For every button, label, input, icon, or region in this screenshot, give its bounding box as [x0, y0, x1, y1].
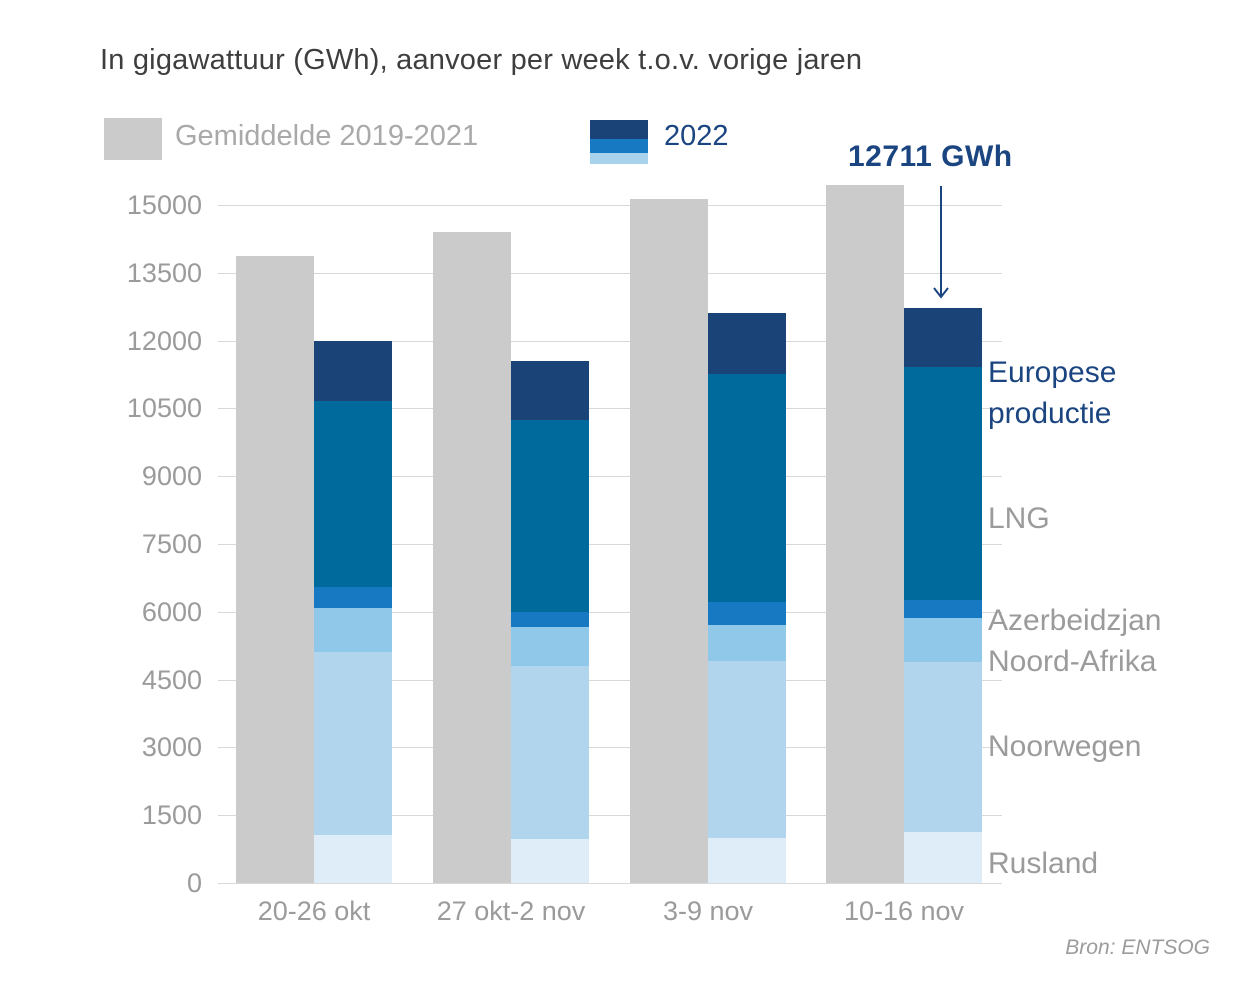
x-axis-tick-label: 3-9 nov: [662, 896, 754, 926]
legend-label-2022: 2022: [664, 120, 729, 152]
bar-2022-lng-20-26 okt: [314, 401, 392, 587]
bar-average-10-16 nov: [826, 185, 904, 883]
bar-average-20-26 okt: [236, 256, 314, 883]
bar-2022-noord-afrika-20-26 okt: [314, 608, 392, 653]
legend: Gemiddelde 2019-2021 2022: [104, 110, 904, 172]
source-credit: Bron: ENTSOG: [1065, 936, 1210, 959]
legend-swatch-2022: [590, 120, 648, 164]
gridline: [218, 340, 1002, 342]
bar-2022-noord-afrika-3-9 nov: [708, 624, 786, 662]
chart-title: In gigawattuur (GWh), aanvoer per week t…: [100, 44, 863, 76]
bar-2022-europese-productie-20-26 okt: [314, 341, 392, 402]
gridline: [218, 476, 1002, 478]
bar-2022-rusland-10-16 nov: [904, 831, 982, 883]
bar-2022-lng-27 okt-2 nov: [511, 420, 589, 613]
y-axis-tick-label: 15000: [126, 190, 202, 220]
annotation-arrow-icon: [933, 186, 949, 299]
y-axis-tick-label: 7500: [141, 529, 202, 559]
legend-swatch-average: [104, 118, 162, 160]
bar-2022-noord-afrika-10-16 nov: [904, 618, 982, 662]
bar-average-3-9 nov: [630, 199, 708, 883]
x-axis-tick-label: 20-26 okt: [257, 896, 371, 926]
legend-swatch-2022-stripe-dark: [590, 120, 648, 139]
peak-value-annotation: 12711 GWh: [848, 140, 1013, 173]
segment-label-noorwegen: Noorwegen: [988, 730, 1142, 763]
bar-2022-rusland-27 okt-2 nov: [511, 839, 589, 883]
legend-swatch-2022-stripe-medium: [590, 139, 648, 153]
gridline: [218, 272, 1002, 274]
segment-label-rusland: Rusland: [988, 847, 1099, 880]
bar-2022-azerbeidzjan-20-26 okt: [314, 586, 392, 609]
bar-2022-lng-3-9 nov: [708, 374, 786, 603]
x-axis-tick-label: 10-16 nov: [843, 896, 965, 926]
bar-2022-europese-productie-3-9 nov: [708, 313, 786, 375]
y-axis-tick-label: 10500: [126, 393, 202, 424]
plot-area: 0 1500 3000 4500 6000 7500 9000 10500 12000 13500…: [127, 180, 1002, 926]
y-axis-tick-label: 0: [186, 868, 202, 898]
segment-label-noord-afrika: Noord-Afrika: [988, 645, 1157, 678]
bar-2022-europese-productie-10-16 nov: [904, 308, 982, 368]
gridline: [218, 883, 1002, 884]
bar-2022-noorwegen-3-9 nov: [708, 661, 786, 838]
segment-label-europese-productie: Europese productie: [988, 356, 1117, 430]
bar-2022-azerbeidzjan-3-9 nov: [708, 602, 786, 625]
bar-2022-rusland-20-26 okt: [314, 835, 392, 883]
bar-2022-azerbeidzjan-10-16 nov: [904, 600, 982, 619]
bar-2022-noorwegen-20-26 okt: [314, 652, 392, 836]
legend-label-average: Gemiddelde 2019-2021: [175, 120, 479, 152]
bar-2022-europese-productie-27 okt-2 nov: [511, 360, 589, 421]
bar-2022-lng-10-16 nov: [904, 367, 982, 601]
bar-2022-noord-afrika-27 okt-2 nov: [511, 627, 589, 667]
gridline: [218, 747, 1002, 749]
y-axis-tick-label: 1500: [141, 800, 202, 831]
y-axis-tick-label: 3000: [141, 732, 202, 763]
y-axis-tick-label: 4500: [141, 664, 202, 695]
gridline: [218, 815, 1002, 817]
segment-label-azerbeidzjan: Azerbeidzjan: [988, 604, 1162, 637]
y-axis-tick-label: 6000: [141, 596, 202, 627]
segment-label-lng: LNG: [988, 502, 1050, 535]
bar-average-27 okt-2 nov: [433, 232, 511, 883]
gridline: [218, 679, 1002, 681]
gridline: [218, 408, 1002, 410]
y-axis-tick-label: 12000: [126, 325, 202, 356]
gridline: [218, 611, 1002, 613]
bar-2022-noorwegen-10-16 nov: [904, 661, 982, 832]
bar-2022-azerbeidzjan-27 okt-2 nov: [511, 612, 589, 628]
y-axis-tick-label: 9000: [141, 461, 202, 492]
legend-swatch-2022-stripe-light: [590, 153, 648, 164]
gridline: [218, 544, 1002, 545]
gridline: [218, 205, 1002, 206]
bar-2022-rusland-3-9 nov: [708, 837, 786, 883]
x-axis-tick-label: 27 okt-2 nov: [436, 896, 586, 926]
bar-2022-noorwegen-27 okt-2 nov: [511, 666, 589, 840]
y-axis-tick-label: 13500: [126, 257, 202, 288]
